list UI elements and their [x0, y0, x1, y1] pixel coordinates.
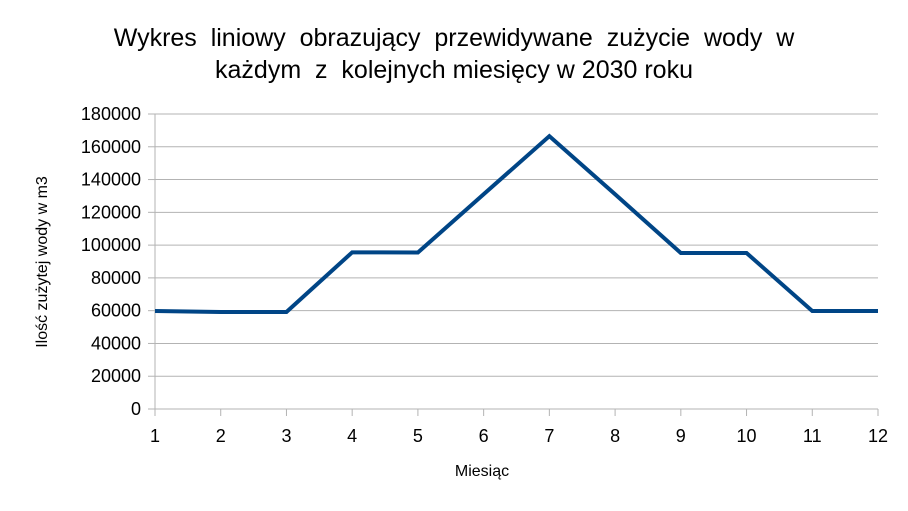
y-tick-label: 180000 — [81, 104, 141, 124]
x-tick-label: 6 — [479, 426, 489, 446]
x-tick-label: 10 — [737, 426, 757, 446]
x-tick-label: 5 — [413, 426, 423, 446]
y-tick-labels: 0 20000 40000 60000 80000 100000 120000 140000 1… — [81, 104, 141, 419]
y-tick-label: 160000 — [81, 137, 141, 157]
x-tick-label: 12 — [868, 426, 888, 446]
y-tick-label: 120000 — [81, 202, 141, 222]
y-tick-label: 60000 — [91, 301, 141, 321]
y-tick-label: 80000 — [91, 268, 141, 288]
x-tick-label: 4 — [347, 426, 357, 446]
x-tick-label: 1 — [150, 426, 160, 446]
y-tick-label: 140000 — [81, 170, 141, 190]
x-tick-label: 7 — [544, 426, 554, 446]
series-lines — [154, 133, 878, 314]
chart-title-line-2: każdym z kolejnych miesięcy w 2030 roku — [215, 56, 693, 84]
y-tick-label: 100000 — [81, 235, 141, 255]
chart-title: Wykres liniowy obrazujący przewidywane z… — [0, 22, 908, 86]
x-axis-title: Miesiąc — [455, 463, 509, 480]
x-tick-label: 8 — [610, 426, 620, 446]
y-tick-label: 20000 — [91, 366, 141, 386]
y-axis-title: Ilość zużytej wody w m3 — [34, 176, 51, 348]
x-tick-label: 3 — [281, 426, 291, 446]
gridlines — [148, 113, 878, 410]
x-tick-label: 9 — [676, 426, 686, 446]
x-tick-labels: 1 2 3 4 5 6 7 8 9 10 11 12 — [150, 426, 888, 446]
y-tick-label: 40000 — [91, 333, 141, 353]
chart-title-line-1: Wykres liniowy obrazujący przewidywane z… — [113, 24, 795, 52]
x-tick-label: 11 — [803, 426, 822, 446]
series-line — [154, 133, 878, 314]
x-tick-label: 2 — [216, 426, 226, 446]
y-tick-label: 0 — [131, 399, 141, 419]
axes — [154, 114, 879, 416]
